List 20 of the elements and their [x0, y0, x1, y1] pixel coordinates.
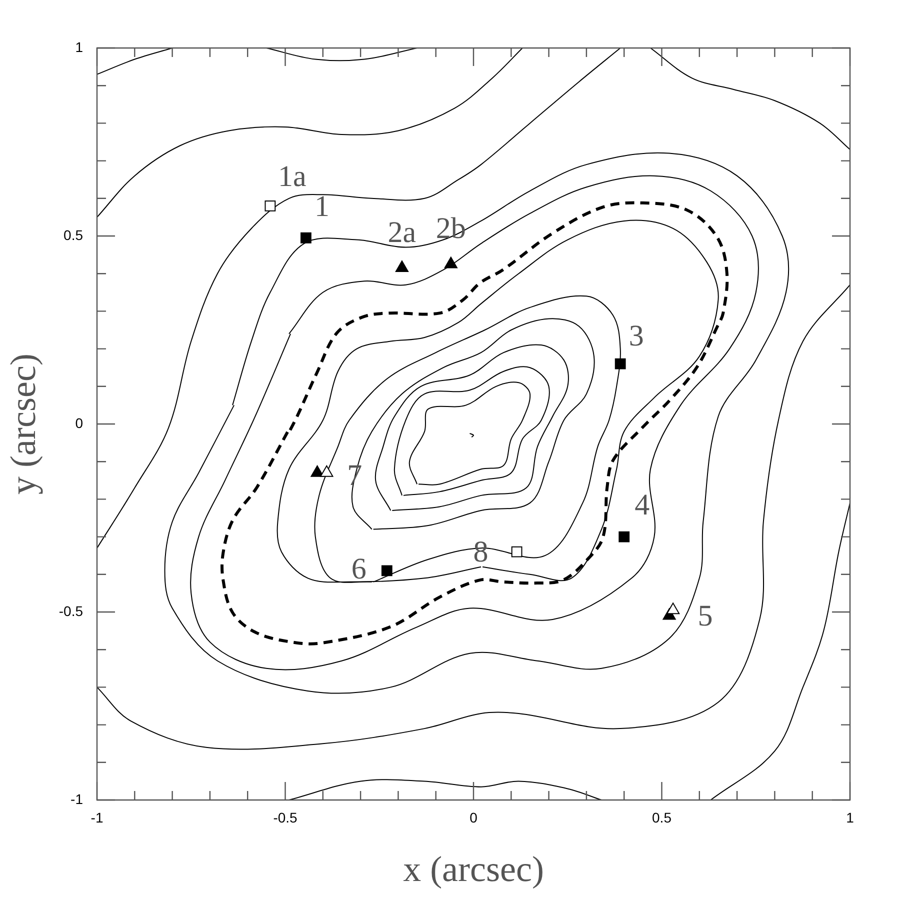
x-axis-title: x (arcsec) — [403, 848, 544, 889]
annotation: 2b — [436, 212, 466, 246]
annotation: 1a — [278, 160, 306, 193]
x-tick-label: 0 — [470, 809, 478, 826]
annotation: 5 — [698, 600, 713, 633]
annotation: 2a — [388, 216, 416, 249]
x-tick-label: -0.5 — [273, 809, 298, 826]
y-tick-label: -0.5 — [58, 602, 84, 619]
x-tick-label: 0.5 — [652, 809, 672, 826]
y-axis-title: y (arcsec) — [3, 354, 44, 494]
y-tick-label: -1 — [70, 790, 84, 807]
annotation: 1 — [314, 190, 330, 223]
y-tick-label: 0 — [75, 414, 84, 431]
annotation: 6 — [351, 552, 366, 586]
x-tick-label: -1 — [90, 809, 104, 826]
annotation: 3 — [628, 320, 644, 353]
y-tick-label: 1 — [75, 38, 84, 55]
y-tick-label: 0.5 — [64, 226, 84, 243]
x-tick-label: 1 — [846, 809, 854, 826]
annotation: 4 — [634, 488, 650, 522]
